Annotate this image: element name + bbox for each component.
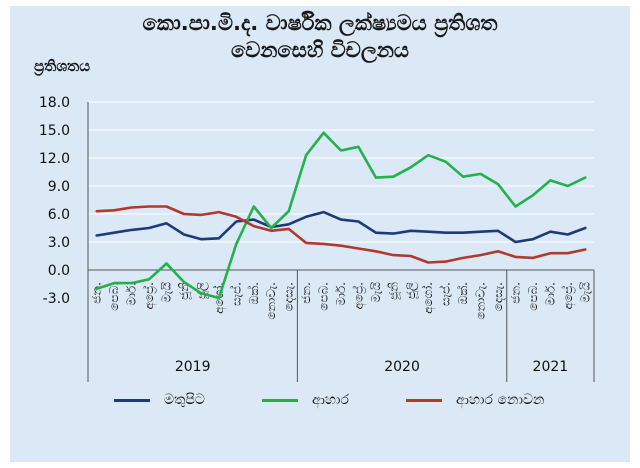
legend-item-food: ආහාර	[262, 392, 349, 408]
series-line-food	[95, 131, 587, 300]
legend-label-nonfood: ආහාර නොවන	[456, 392, 545, 408]
x-tick-label: නොවැ.	[474, 282, 488, 320]
grid-lines	[88, 101, 594, 243]
x-tick-label: පෙබ.	[526, 282, 540, 311]
legend-swatch-food	[262, 398, 298, 402]
year-label: 2021	[533, 359, 569, 375]
y-tick-label: 0.0	[48, 263, 70, 279]
legend-swatch-nonfood	[406, 398, 442, 402]
x-tick-label: අප්‍රේ.	[351, 282, 366, 310]
y-tick-label: 3.0	[48, 235, 70, 251]
series-lines	[95, 131, 587, 300]
chart-title-line2: වෙනසෙහි විචලනය	[230, 38, 410, 62]
x-tick-label: ජන.	[508, 282, 522, 304]
x-tick-label: මාර්.	[334, 282, 348, 306]
x-tick-label: මැයි	[160, 282, 174, 303]
chart-title-line1: කො.පා.මි.ද. වාර්ෂික ලක්ෂ්‍යමය ප්‍රතිශත	[142, 11, 498, 35]
y-axis: 18.0 15.0 12.0 9.0 6.0 3.0 0.0 -3.0	[39, 95, 89, 307]
x-tick-label: ඔක්.	[247, 282, 261, 304]
y-tick-label: 18.0	[39, 95, 70, 111]
x-tick-label: අගෝ.	[421, 282, 436, 314]
x-tick-label: ජූනි	[386, 282, 401, 300]
x-tick-label: මාර්.	[125, 282, 139, 306]
legend: මතුපිට ආහාර ආහාර නොවන	[0, 392, 640, 416]
year-label: 2020	[384, 359, 420, 375]
x-tick-label: මැයි	[369, 282, 383, 303]
x-tick-label: අප්‍රේ.	[142, 282, 157, 310]
year-label: 2019	[175, 359, 211, 375]
legend-swatch-core	[114, 398, 150, 402]
y-tick-label: -3.0	[43, 291, 70, 307]
y-tick-label: 6.0	[48, 207, 70, 223]
x-tick-label: පෙබ.	[107, 282, 121, 311]
legend-label-food: ආහාර	[312, 392, 349, 408]
legend-item-nonfood: ආහාර නොවන	[406, 392, 544, 408]
chart-title: කො.පා.මි.ද. වාර්ෂික ලක්ෂ්‍යමය ප්‍රතිශත ව…	[0, 10, 640, 64]
x-tick-label: ජන.	[90, 282, 104, 304]
legend-item-core: මතුපිට	[114, 392, 205, 408]
x-tick-label: ජන.	[299, 282, 313, 304]
x-tick-label: ජූලි	[404, 282, 419, 299]
y-tick-label: 9.0	[48, 179, 70, 195]
x-tick-label: ජූනි	[177, 282, 192, 300]
series-line-nonfood	[95, 205, 587, 264]
y-tick-label: 15.0	[39, 123, 70, 139]
x-tick-label: පෙබ.	[317, 282, 331, 311]
x-tick-label: දෙසැ.	[491, 282, 505, 311]
x-tick-label: සැප්.	[439, 282, 453, 306]
series-line-core	[95, 210, 587, 244]
x-tick-label: මැයි	[578, 282, 592, 303]
x-tick-label: මාර්.	[543, 282, 557, 306]
y-axis-label: ප්‍රතිශතය	[34, 57, 91, 75]
x-tick-label: දෙසැ.	[282, 282, 296, 311]
legend-label-core: මතුපිට	[164, 392, 205, 408]
y-tick-label: 12.0	[39, 151, 70, 167]
x-tick-label: සැප්.	[229, 282, 243, 306]
x-tick-label: අප්‍රේ.	[561, 282, 576, 310]
x-tick-label: ඔක්.	[456, 282, 470, 304]
x-tick-label: නොවැ.	[264, 282, 278, 320]
